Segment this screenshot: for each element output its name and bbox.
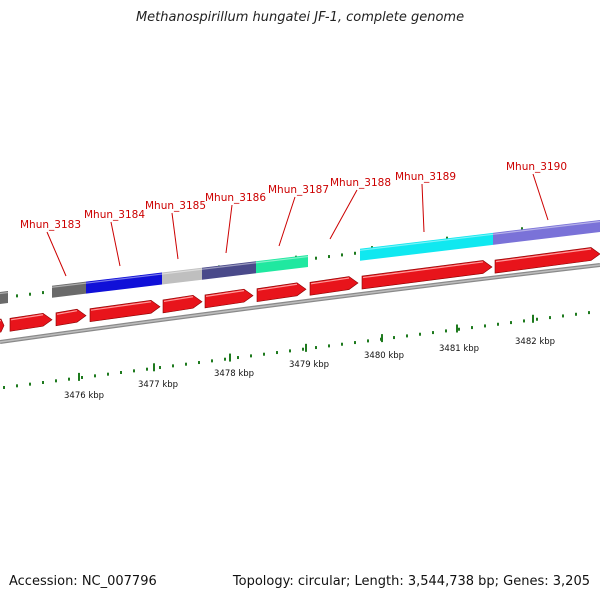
cds-highlight bbox=[257, 283, 298, 291]
feature-highlight bbox=[359, 233, 494, 251]
feature-highlight bbox=[161, 268, 203, 275]
feature-segment bbox=[202, 261, 256, 280]
backbone-highlight bbox=[0, 264, 600, 343]
cds-arrow bbox=[494, 247, 600, 274]
cds-arrow bbox=[361, 260, 493, 290]
feature-segment bbox=[256, 255, 308, 274]
cds-highlight bbox=[10, 314, 44, 321]
scale-labels: 3476 kbp 3477 kbp 3478 kbp 3479 kbp 3480 kbp… bbox=[64, 337, 555, 401]
feature-highlight bbox=[85, 273, 163, 284]
map-title: Methanospirillum hungatei JF-1, complete… bbox=[135, 10, 465, 25]
gene-label: Mhun_3185 bbox=[145, 200, 206, 212]
leader-line bbox=[110, 221, 121, 267]
cds-arrow bbox=[0, 318, 5, 333]
feature-segment bbox=[0, 291, 8, 304]
genome-backbone bbox=[0, 263, 600, 344]
scale-label: 3479 kbp bbox=[289, 360, 329, 370]
leader-line bbox=[225, 204, 233, 254]
scale-label: 3478 kbp bbox=[214, 369, 254, 379]
label-leader-lines bbox=[46, 173, 549, 277]
cds-arrow bbox=[89, 299, 161, 323]
leader-line bbox=[329, 189, 358, 240]
feature-highlight bbox=[51, 282, 87, 288]
scale-label: 3482 kbp bbox=[515, 337, 555, 347]
scale-label: 3476 kbp bbox=[64, 391, 104, 401]
scale-label: 3477 kbp bbox=[138, 380, 178, 390]
feature-highlight bbox=[0, 291, 9, 295]
cds-arrow bbox=[256, 282, 307, 303]
lower-tick-track bbox=[3, 311, 590, 389]
cds-highlight bbox=[56, 310, 78, 315]
cds-highlight bbox=[362, 261, 484, 279]
gene-label: Mhun_3189 bbox=[395, 171, 456, 183]
accession-text: Accession: NC_007796 bbox=[9, 574, 157, 589]
feature-segment bbox=[360, 232, 493, 261]
gene-label: Mhun_3187 bbox=[268, 184, 329, 196]
feature-segment bbox=[162, 267, 202, 285]
cds-highlight bbox=[90, 301, 152, 311]
leader-line bbox=[46, 231, 67, 277]
feature-highlight bbox=[255, 255, 309, 264]
cds-highlight bbox=[205, 290, 245, 297]
cds-highlight bbox=[310, 277, 350, 285]
gene-label: Mhun_3188 bbox=[330, 177, 391, 189]
leader-line bbox=[171, 212, 179, 260]
leader-line bbox=[421, 183, 425, 233]
scale-label: 3481 kbp bbox=[439, 344, 479, 354]
cds-arrow bbox=[204, 288, 254, 309]
cds-highlight bbox=[495, 248, 592, 263]
gene-label: Mhun_3183 bbox=[20, 219, 81, 231]
backbone-line bbox=[0, 263, 600, 344]
feature-segment bbox=[86, 272, 162, 294]
scale-label: 3480 kbp bbox=[364, 351, 404, 361]
leader-line bbox=[532, 173, 549, 221]
cds-arrow bbox=[309, 276, 359, 296]
feature-highlight bbox=[492, 220, 600, 235]
feature-highlight bbox=[201, 262, 257, 270]
leader-line bbox=[278, 196, 296, 247]
gene-labels: Mhun_3183Mhun_3184Mhun_3185Mhun_3186Mhun… bbox=[20, 161, 567, 231]
gene-label: Mhun_3190 bbox=[506, 161, 567, 173]
topology-summary: Topology: circular; Length: 3,544,738 bp… bbox=[232, 574, 590, 589]
feature-color-track bbox=[0, 220, 600, 304]
feature-segment bbox=[52, 281, 86, 298]
gene-label: Mhun_3184 bbox=[84, 209, 145, 221]
cds-arrow bbox=[9, 312, 53, 332]
cds-highlight bbox=[163, 296, 194, 303]
cds-track bbox=[0, 247, 600, 333]
feature-segment bbox=[493, 220, 600, 245]
gene-label: Mhun_3186 bbox=[205, 192, 266, 204]
